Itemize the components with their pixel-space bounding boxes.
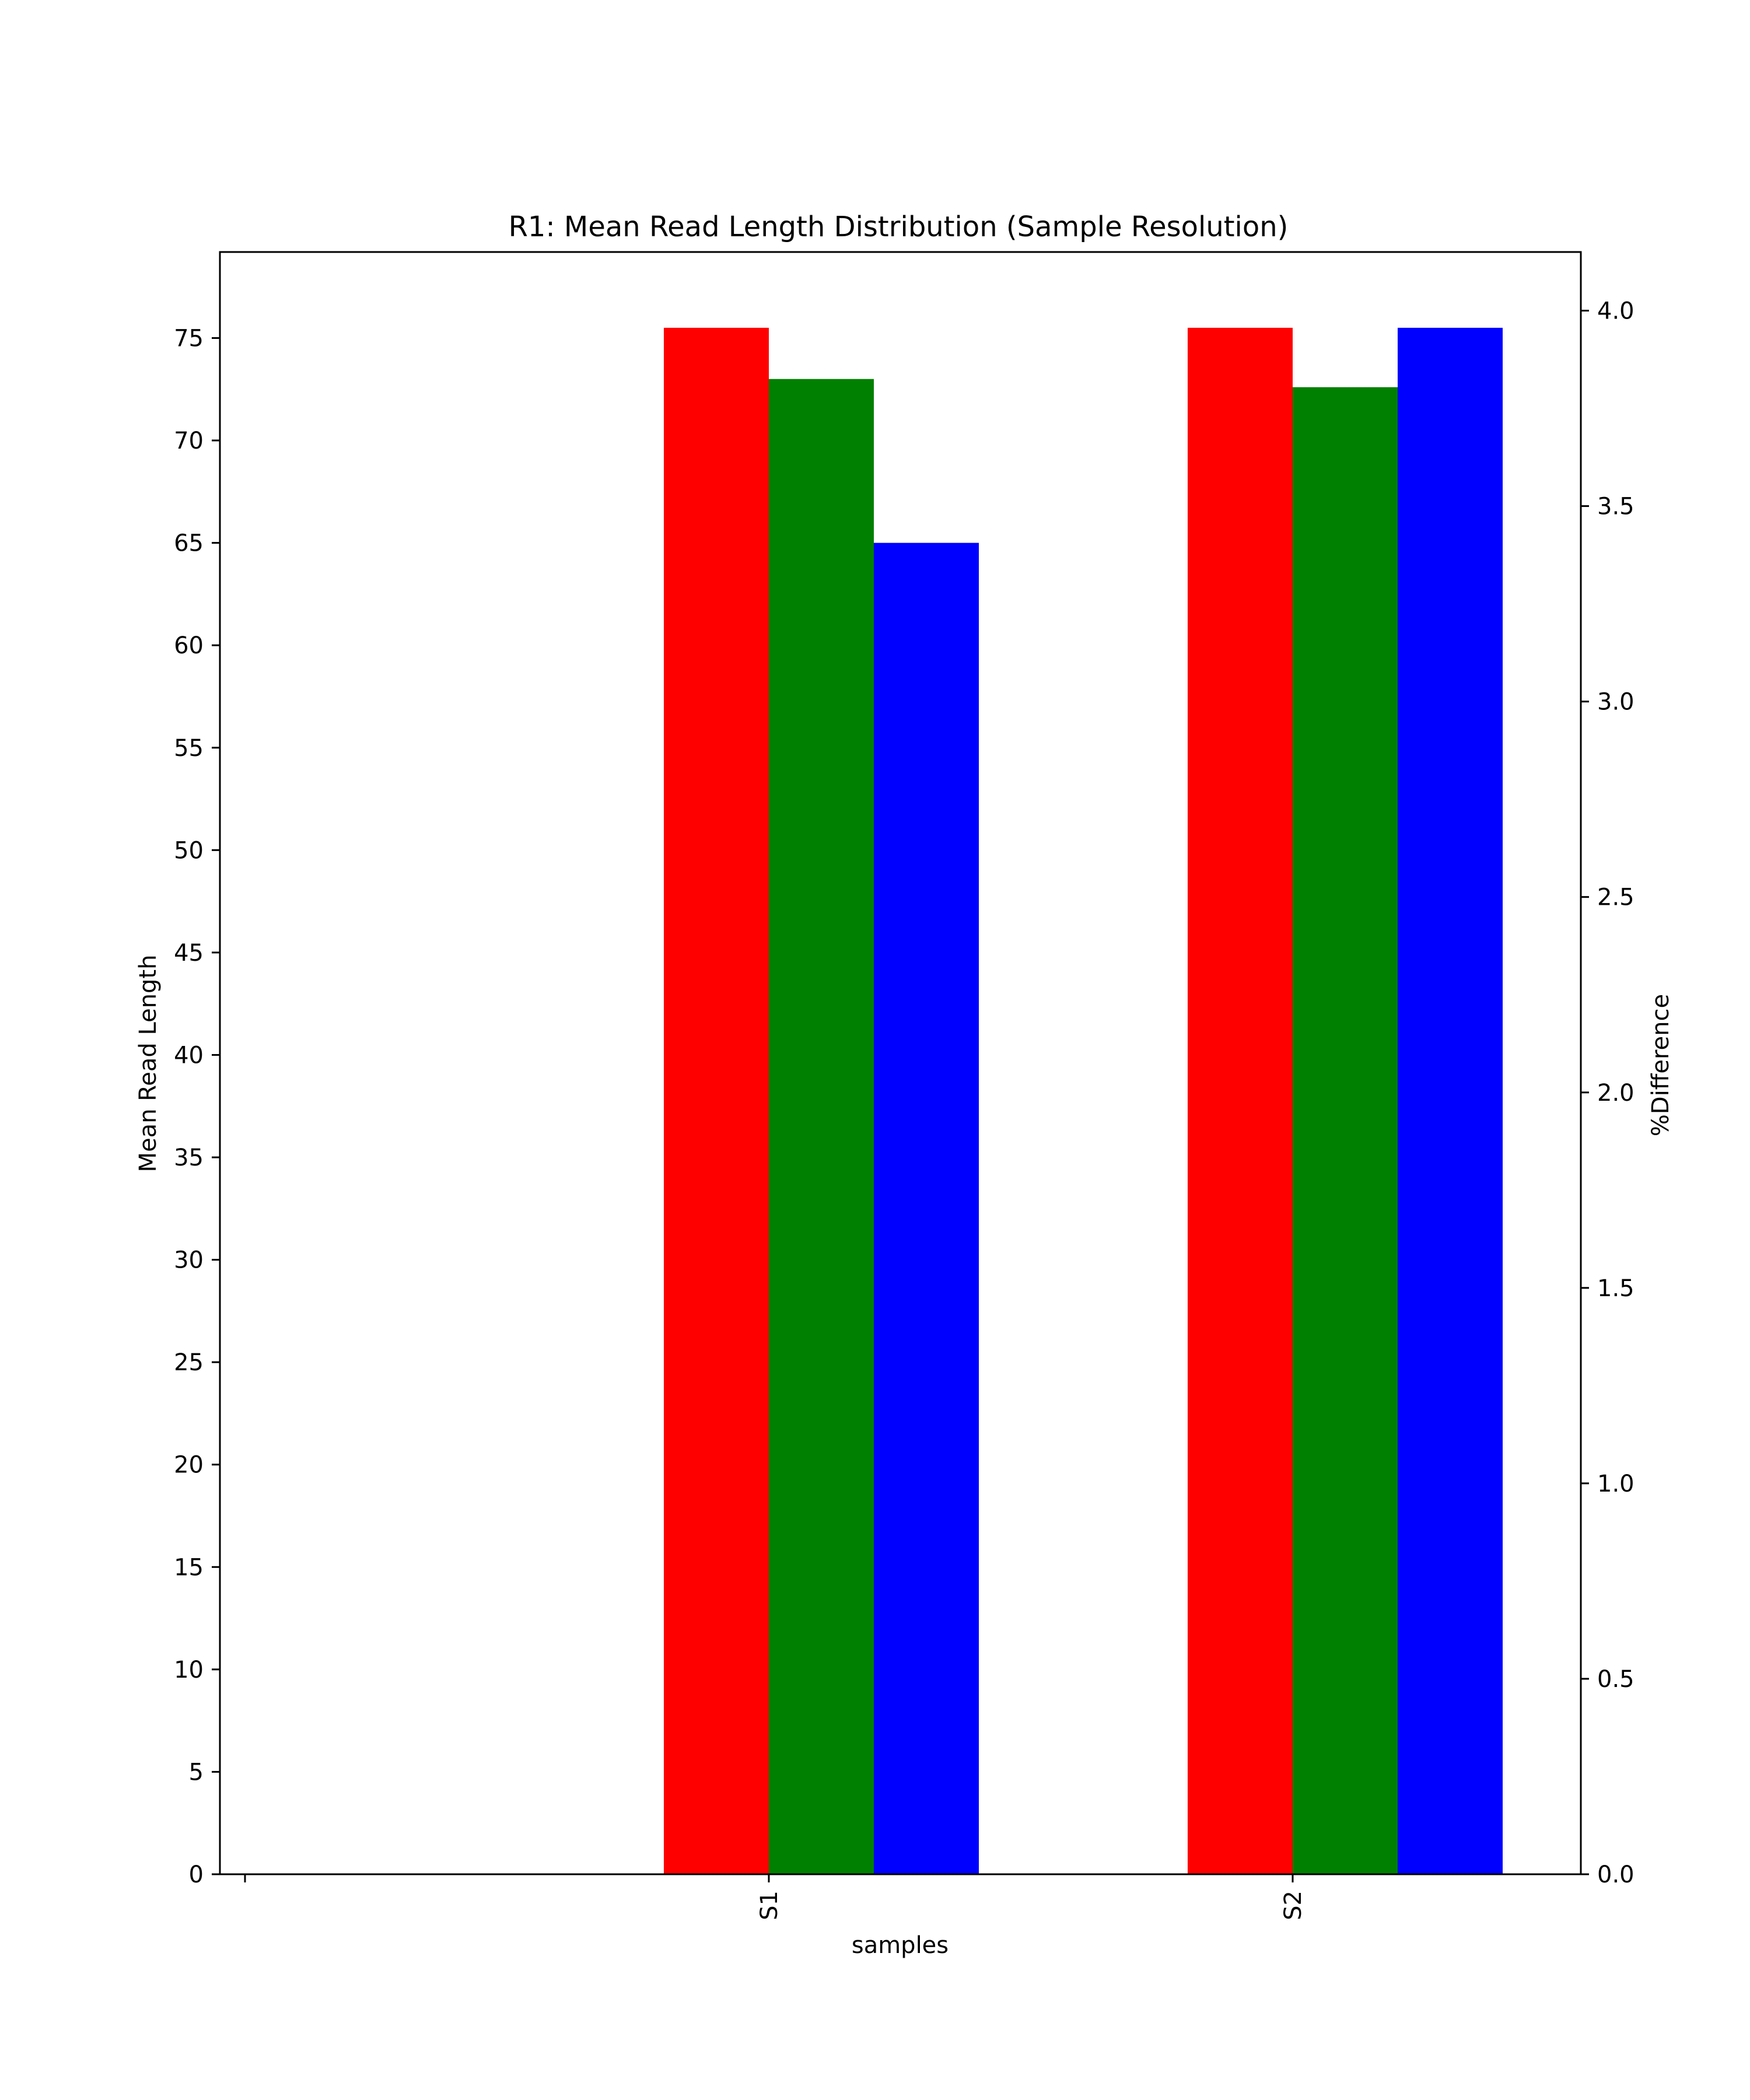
- y2-tick-label: 2.0: [1597, 1080, 1634, 1107]
- y2-tick-label: 4.0: [1597, 298, 1634, 325]
- y-tick-label: 60: [174, 632, 204, 659]
- y-tick-label: 55: [174, 735, 204, 762]
- bar-S2-3: [1398, 327, 1503, 1875]
- left-y-axis: 0 5 10 15 20 25 30 35 40 45 50 55 60 65 70 75: [174, 325, 220, 1888]
- y-tick-label: 35: [174, 1144, 204, 1171]
- y-tick-label: 50: [174, 837, 204, 864]
- bar-S1-3: [874, 542, 979, 1874]
- x-tick-label-S1: S1: [756, 1891, 783, 1920]
- y2-tick-label: 3.5: [1597, 494, 1634, 520]
- y-tick-label: 65: [174, 530, 204, 557]
- chart-title: R1: Mean Read Length Distribution (Sampl…: [509, 211, 1289, 243]
- y-tick-label: 30: [174, 1247, 204, 1274]
- y-tick-label: 0: [189, 1861, 204, 1888]
- y2-tick-label: 0.0: [1597, 1861, 1634, 1888]
- y2-tick-label: 1.5: [1597, 1275, 1634, 1302]
- y2-axis-label: %Difference: [1647, 994, 1674, 1136]
- y-tick-label: 5: [189, 1759, 204, 1786]
- bar-S2-1: [1188, 327, 1293, 1875]
- y2-tick-label: 1.0: [1597, 1471, 1634, 1497]
- right-y-axis: 0.0 0.5 1.0 1.5 2.0 2.5 3.0 3.5 4.0: [1581, 298, 1634, 1888]
- y2-tick-label: 0.5: [1597, 1666, 1634, 1693]
- bar-S2-2: [1293, 387, 1398, 1874]
- bar-S1-2: [769, 379, 874, 1874]
- y2-tick-label: 2.5: [1597, 884, 1634, 911]
- x-axis: S1 S2: [244, 1874, 1307, 1920]
- x-axis-label: samples: [852, 1932, 949, 1959]
- plot-frame: [219, 251, 1582, 1875]
- x-tick-label-S2: S2: [1280, 1891, 1307, 1920]
- bar-S1-1: [664, 327, 769, 1875]
- y-tick-label: 75: [174, 325, 204, 352]
- y-tick-label: 25: [174, 1349, 204, 1376]
- y-tick-label: 15: [174, 1554, 204, 1581]
- y-tick-label: 45: [174, 940, 204, 967]
- bars-layer: [664, 327, 1503, 1875]
- y2-tick-label: 3.0: [1597, 689, 1634, 716]
- y-axis-label: Mean Read Length: [135, 955, 162, 1172]
- y-tick-label: 10: [174, 1657, 204, 1684]
- y-tick-label: 20: [174, 1452, 204, 1479]
- y-tick-label: 40: [174, 1042, 204, 1069]
- y-tick-label: 70: [174, 428, 204, 454]
